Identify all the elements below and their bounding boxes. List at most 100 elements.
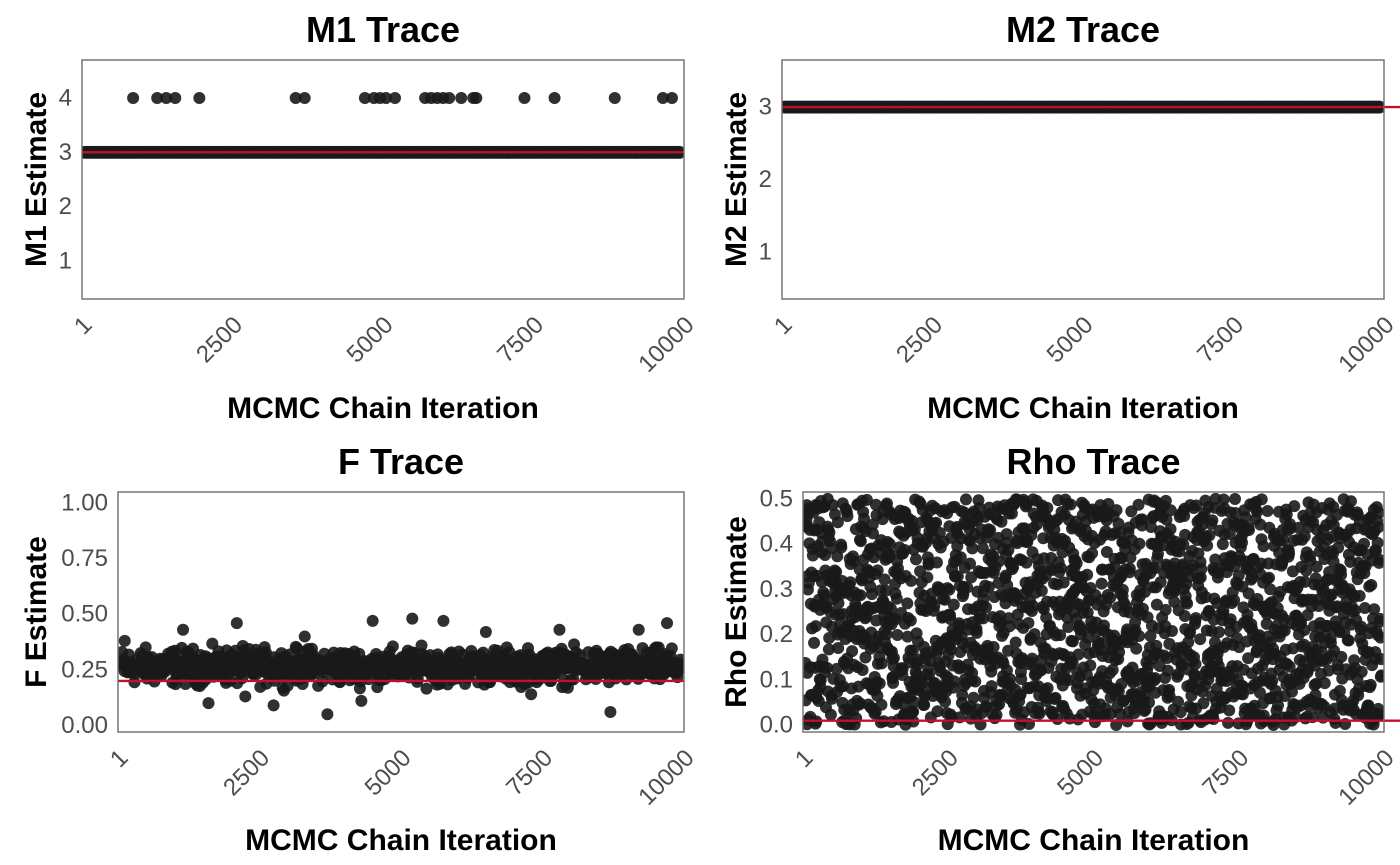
data-point <box>1203 529 1216 542</box>
data-point <box>406 612 419 625</box>
data-point <box>976 542 989 555</box>
f-plot-area <box>117 491 685 733</box>
data-point <box>386 640 399 653</box>
data-point <box>1123 562 1136 575</box>
f-x-tick-label: 1 <box>105 744 134 773</box>
f-x-tick-label: 5000 <box>360 744 417 801</box>
data-point <box>880 628 893 641</box>
data-point <box>1223 704 1236 717</box>
data-point <box>193 92 206 105</box>
rho-plot-area <box>802 491 1385 733</box>
data-point <box>1344 495 1357 508</box>
data-point <box>169 92 182 105</box>
m1-y-axis-label: M1 Estimate <box>20 92 53 267</box>
data-point <box>964 557 977 570</box>
data-point <box>1298 530 1311 543</box>
rho-y-tick-label: 0.4 <box>760 531 793 558</box>
data-point <box>891 629 904 642</box>
data-point <box>1110 504 1123 517</box>
data-point <box>1229 492 1242 505</box>
data-point <box>1161 664 1174 677</box>
m1-x-tick-label: 5000 <box>342 311 399 368</box>
data-point <box>525 688 538 701</box>
data-point <box>1264 583 1277 596</box>
m1-y-tick-label: 4 <box>59 85 72 112</box>
m2-points <box>782 100 1384 114</box>
f-chart-title: F Trace <box>338 441 464 482</box>
data-point <box>856 664 869 677</box>
data-point <box>298 630 311 643</box>
data-point <box>1228 594 1241 607</box>
data-point <box>1365 579 1378 592</box>
data-point <box>1189 612 1202 625</box>
data-point <box>1028 628 1041 641</box>
data-point <box>1081 606 1094 619</box>
data-point <box>1235 536 1248 549</box>
rho-x-tick-label: 2500 <box>907 744 964 801</box>
data-point <box>1072 648 1085 661</box>
data-point <box>177 623 190 636</box>
data-point <box>1272 699 1285 712</box>
data-point <box>878 573 891 586</box>
data-point <box>967 691 980 704</box>
m1-y-tick-label: 2 <box>59 193 72 220</box>
data-point <box>1375 669 1384 682</box>
data-point <box>151 92 164 105</box>
data-point <box>850 712 863 725</box>
data-point <box>1164 504 1177 517</box>
data-point <box>1133 629 1146 642</box>
data-point <box>901 630 914 643</box>
m2-x-axis-label: MCMC Chain Iteration <box>927 392 1239 425</box>
data-point <box>1081 568 1094 581</box>
data-point <box>1280 508 1293 521</box>
data-point <box>835 541 848 554</box>
data-point <box>871 564 884 577</box>
data-point <box>1241 608 1254 621</box>
data-point <box>956 688 969 701</box>
data-point <box>1288 500 1301 513</box>
data-point <box>871 689 884 702</box>
data-point <box>1159 603 1172 616</box>
data-point <box>985 680 998 693</box>
data-point <box>1002 544 1015 557</box>
f-y-tick-label: 1.00 <box>61 490 108 517</box>
data-point <box>1239 511 1252 524</box>
data-point <box>298 92 311 105</box>
data-point <box>1353 589 1366 602</box>
data-point <box>1104 591 1117 604</box>
data-point <box>1062 674 1075 687</box>
m1-y-tick-label: 1 <box>59 247 72 274</box>
data-point <box>867 527 880 540</box>
data-point <box>1095 637 1108 650</box>
data-point <box>1229 507 1242 520</box>
data-point <box>1242 587 1255 600</box>
data-point <box>1041 501 1054 514</box>
data-point <box>1372 521 1384 534</box>
data-point <box>1292 521 1305 534</box>
data-point <box>921 571 934 584</box>
data-point <box>831 516 844 529</box>
data-point <box>1165 624 1178 637</box>
data-point <box>1355 620 1368 633</box>
data-point <box>1209 553 1222 566</box>
data-point <box>1026 599 1039 612</box>
rho-y-tick-label: 0.2 <box>760 621 793 648</box>
data-point <box>1310 560 1323 573</box>
data-point <box>875 698 888 711</box>
data-point <box>1254 686 1267 699</box>
data-point <box>665 92 678 105</box>
data-point <box>1250 644 1263 657</box>
data-point <box>990 708 1003 721</box>
data-point <box>1172 695 1185 708</box>
data-point <box>1181 597 1194 610</box>
data-point <box>1261 505 1274 518</box>
data-point <box>1062 621 1075 634</box>
data-point <box>858 512 871 525</box>
m2-chart-title: M2 Trace <box>1006 9 1160 50</box>
rho-points <box>803 492 1384 732</box>
data-point <box>1049 691 1062 704</box>
data-point <box>1116 583 1129 596</box>
data-point <box>1064 498 1077 511</box>
data-point <box>1026 652 1039 665</box>
data-point <box>918 698 931 711</box>
